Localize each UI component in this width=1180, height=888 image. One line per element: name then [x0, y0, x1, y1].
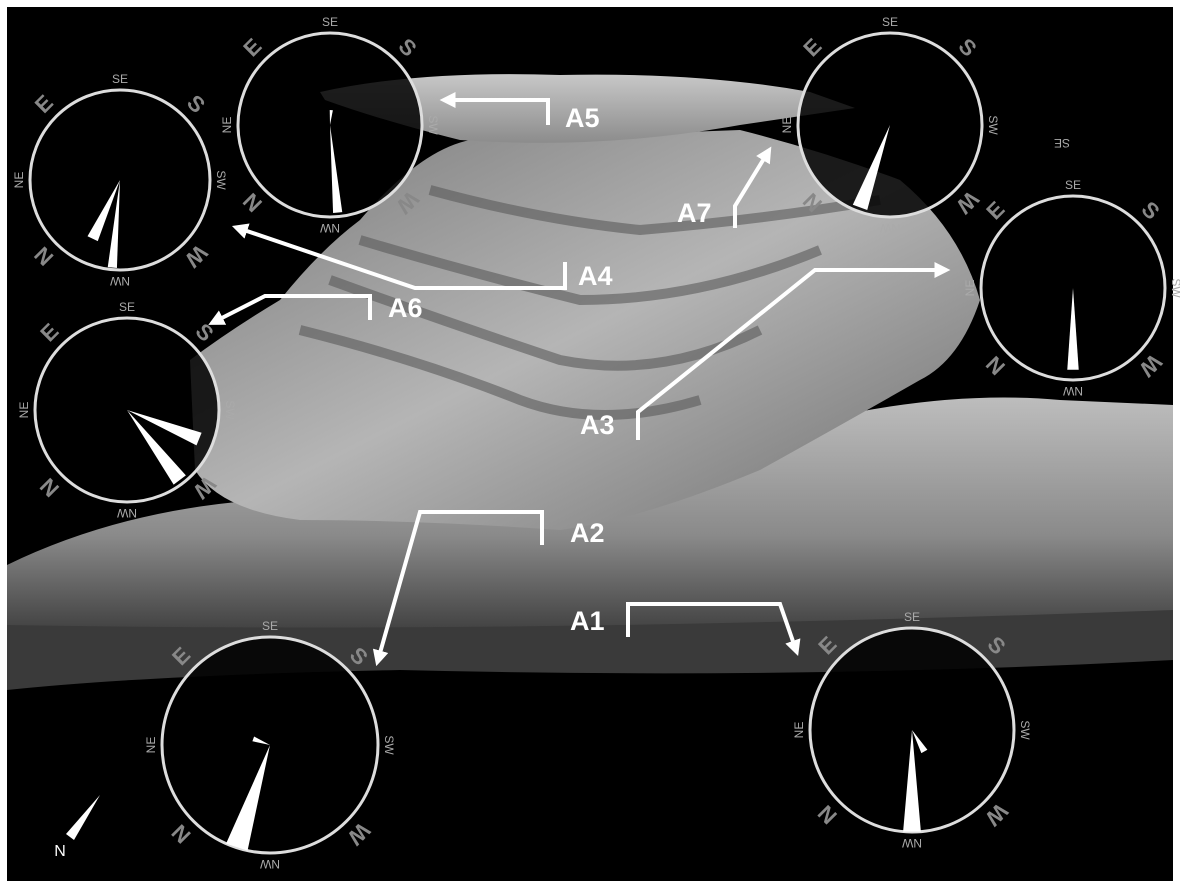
intercardinal-label: SW: [382, 735, 396, 755]
leader-arrow: [439, 92, 550, 125]
leader-arrow: [733, 146, 772, 228]
area-label: A7: [677, 198, 712, 228]
north-arrow-head: [66, 795, 100, 840]
intercardinal-label: SE: [112, 72, 128, 86]
rose-petal: [127, 410, 202, 446]
arrows: A1 A2 A3 A4 A5 A6 A7: [208, 92, 951, 667]
intercardinal-label: SE: [882, 15, 898, 29]
intercardinal-label: SW: [426, 115, 440, 135]
intercardinal-label: NE: [963, 280, 977, 297]
intercardinal-label: SE: [119, 300, 135, 314]
intercardinal-label: SE: [322, 15, 338, 29]
intercardinal-label: SW: [986, 115, 1000, 135]
rose-petal: [87, 180, 120, 242]
rose-petal: [852, 125, 890, 211]
intercardinal-label: SE: [262, 619, 278, 633]
leader-arrow: [231, 223, 567, 290]
area-label: A2: [570, 518, 605, 548]
area-label: A4: [578, 261, 613, 291]
rose-petal: [330, 125, 343, 213]
leader-arrow: [208, 294, 372, 325]
intercardinal-label: NW: [116, 506, 137, 520]
intercardinal-label: NW: [319, 221, 340, 235]
intercardinal-label: NE: [792, 722, 806, 739]
intercardinal-label: SE: [904, 610, 920, 624]
intercardinal-label: SE: [1065, 178, 1081, 192]
intercardinal-label: NE: [220, 117, 234, 134]
intercardinal-label: NE: [17, 402, 31, 419]
intercardinal-label: SE: [1054, 136, 1070, 150]
leader-arrow: [636, 262, 951, 440]
area-label: A6: [388, 293, 423, 323]
north-arrow: N: [54, 795, 100, 860]
intercardinal-label: SW: [214, 170, 228, 190]
intercardinal-label: NW: [1062, 384, 1083, 398]
intercardinal-label: NW: [259, 857, 280, 871]
leader-arrow: [372, 510, 544, 667]
area-label: A1: [570, 606, 605, 636]
rose-petal: [226, 745, 270, 851]
north-arrow-label: N: [54, 843, 66, 860]
rose-petal: [912, 730, 928, 754]
intercardinal-label: NW: [109, 274, 130, 288]
intercardinal-label: NW: [879, 221, 900, 235]
intercardinal-label: SW: [1169, 278, 1180, 298]
intercardinal-label: SW: [1018, 720, 1032, 740]
leader-arrow: [626, 602, 801, 657]
area-label: A3: [580, 410, 615, 440]
rose-petal: [107, 180, 120, 268]
intercardinal-label: SW: [223, 400, 237, 420]
intercardinal-label: NE: [780, 117, 794, 134]
rose-petal: [127, 410, 186, 485]
intercardinal-label: NW: [901, 836, 922, 850]
intercardinal-label: NE: [12, 172, 26, 189]
rose-petal: [1067, 288, 1079, 370]
intercardinal-label: NE: [144, 737, 158, 754]
rose-petal: [329, 110, 333, 125]
rose-petal: [903, 730, 921, 832]
area-label: A5: [565, 103, 600, 133]
rose-petal: [252, 736, 270, 745]
